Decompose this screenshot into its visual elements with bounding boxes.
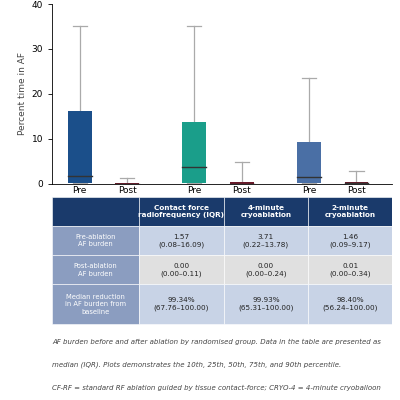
Bar: [308, 226, 392, 255]
Text: 0.00
(0.00–0.11): 0.00 (0.00–0.11): [160, 263, 202, 277]
Text: 4-minute
cryoablation: 4-minute cryoablation: [240, 205, 292, 218]
Bar: [224, 226, 308, 255]
Bar: [139, 226, 224, 255]
Text: 0.00
(0.00–0.24): 0.00 (0.00–0.24): [245, 263, 287, 277]
Text: 0.01
(0.00–0.34): 0.01 (0.00–0.34): [330, 263, 371, 277]
Bar: [308, 284, 392, 324]
Text: 1.57
(0.08–16.09): 1.57 (0.08–16.09): [158, 234, 204, 248]
Text: median (IQR). Plots demonstrates the 10th, 25th, 50th, 75th, and 90th percentile: median (IQR). Plots demonstrates the 10t…: [52, 362, 341, 368]
Y-axis label: Percent time in AF: Percent time in AF: [18, 52, 27, 135]
Bar: [224, 284, 308, 324]
Bar: [68, 111, 92, 183]
Bar: [52, 197, 139, 226]
Text: CRYO-2: CRYO-2: [315, 214, 351, 224]
Bar: [139, 197, 224, 226]
Bar: [308, 255, 392, 284]
Bar: [139, 284, 224, 324]
Text: CRYO-4: CRYO-4: [200, 214, 236, 224]
Text: Median reduction
in AF burden from
baseline: Median reduction in AF burden from basel…: [65, 294, 126, 315]
Bar: [308, 197, 392, 226]
Text: 99.34%
(67.76–100.00): 99.34% (67.76–100.00): [154, 297, 209, 311]
Bar: [115, 183, 139, 184]
Text: 2-minute
cryoablation: 2-minute cryoablation: [325, 205, 376, 218]
Bar: [224, 255, 308, 284]
Bar: [52, 226, 139, 255]
Bar: [52, 255, 139, 284]
Text: CF-RF: CF-RF: [89, 214, 118, 224]
Bar: [344, 182, 368, 184]
Bar: [224, 197, 308, 226]
Text: CF-RF = standard RF ablation guided by tissue contact-force; CRYO-4 = 4-minute c: CF-RF = standard RF ablation guided by t…: [52, 385, 381, 391]
Text: 98.40%
(56.24–100.00): 98.40% (56.24–100.00): [322, 297, 378, 311]
Text: Post-ablation
AF burden: Post-ablation AF burden: [74, 263, 117, 276]
Bar: [297, 142, 321, 183]
Bar: [230, 182, 254, 184]
Bar: [182, 122, 206, 182]
Bar: [139, 255, 224, 284]
Text: Contact force
radiofrequency (IQR): Contact force radiofrequency (IQR): [138, 205, 224, 218]
Text: 1.46
(0.09–9.17): 1.46 (0.09–9.17): [330, 234, 371, 248]
Text: 3.71
(0.22–13.78): 3.71 (0.22–13.78): [243, 234, 289, 248]
Text: 99.93%
(65.31–100.00): 99.93% (65.31–100.00): [238, 297, 294, 311]
Bar: [52, 284, 139, 324]
Text: AF burden before and after ablation by randomised group. Data in the table are p: AF burden before and after ablation by r…: [52, 339, 381, 345]
Text: Pre-ablation
AF burden: Pre-ablation AF burden: [75, 234, 116, 247]
